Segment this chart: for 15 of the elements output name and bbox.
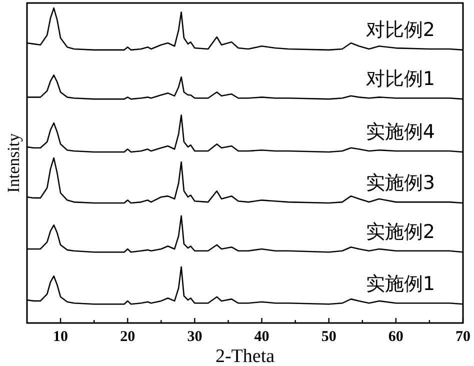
series-label: 对比例2 <box>366 18 435 41</box>
series-label: 对比例1 <box>366 68 435 90</box>
series-label: 实施例3 <box>366 172 435 194</box>
y-axis-title: Intensity <box>4 132 23 193</box>
x-tick-label: 10 <box>53 329 68 345</box>
x-tick-label: 20 <box>120 329 136 345</box>
x-tick-label: 40 <box>254 329 270 345</box>
series-label: 实施例4 <box>366 120 435 143</box>
series-label: 实施例2 <box>366 221 435 244</box>
x-tick-label: 70 <box>456 329 470 345</box>
x-tick-label: 30 <box>187 329 202 345</box>
x-axis-title: 2-Theta <box>215 346 276 366</box>
x-tick-label: 60 <box>388 329 404 345</box>
x-tick-label: 50 <box>321 329 336 345</box>
series-label: 实施例1 <box>366 273 435 296</box>
